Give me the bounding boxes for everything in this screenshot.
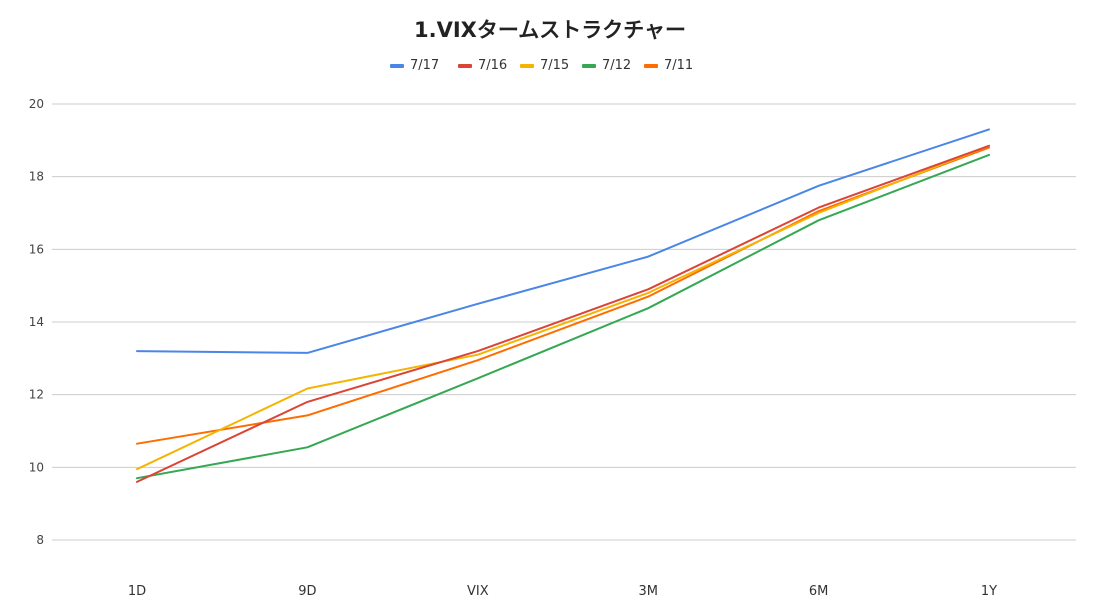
legend-swatch: [582, 64, 596, 68]
series-line-0[interactable]: [136, 128, 990, 354]
series-line-4[interactable]: [136, 146, 990, 445]
legend-label: 7/17: [410, 58, 439, 73]
legend[interactable]: 7/17 7/16 7/15 7/12 7/11: [390, 58, 693, 73]
series-line-2[interactable]: [136, 144, 990, 471]
y-tick-label: 10: [29, 460, 44, 474]
series-layer: [136, 128, 990, 483]
legend-swatch: [644, 64, 658, 68]
y-tick-label: 8: [36, 533, 44, 547]
series-line-3[interactable]: [136, 153, 990, 480]
legend-swatch: [390, 64, 404, 68]
legend-label: 7/12: [602, 58, 631, 73]
y-tick-label: 16: [29, 242, 44, 256]
x-tick-label: 9D: [298, 584, 316, 599]
legend-label: 7/16: [478, 58, 507, 73]
legend-label: 7/11: [664, 58, 693, 73]
legend-item[interactable]: 7/17: [390, 58, 439, 73]
x-tick-label: VIX: [467, 584, 489, 599]
legend-item[interactable]: 7/16: [458, 58, 507, 73]
series-line-1[interactable]: [136, 144, 990, 483]
y-tick-label: 18: [29, 170, 44, 184]
legend-item[interactable]: 7/12: [582, 58, 631, 73]
legend-swatch: [458, 64, 472, 68]
x-tick-label: 1D: [128, 584, 146, 599]
legend-swatch: [520, 64, 534, 68]
legend-item[interactable]: 7/15: [520, 58, 569, 73]
x-tick-label: 6M: [809, 584, 829, 599]
legend-label: 7/15: [540, 58, 569, 73]
grid-layer: [52, 103, 1076, 541]
legend-item[interactable]: 7/11: [644, 58, 693, 73]
x-tick-label: 3M: [638, 584, 658, 599]
x-tick-label: 1Y: [981, 584, 997, 599]
axis-layer: 8 10 12 14 16 18 20 1D 9D VIX 3M 6M 1Y: [29, 97, 997, 599]
y-tick-label: 12: [29, 388, 44, 402]
y-tick-label: 20: [29, 97, 44, 111]
chart-title: 1.VIXタームストラクチャー: [414, 18, 686, 42]
y-tick-label: 14: [29, 315, 44, 329]
